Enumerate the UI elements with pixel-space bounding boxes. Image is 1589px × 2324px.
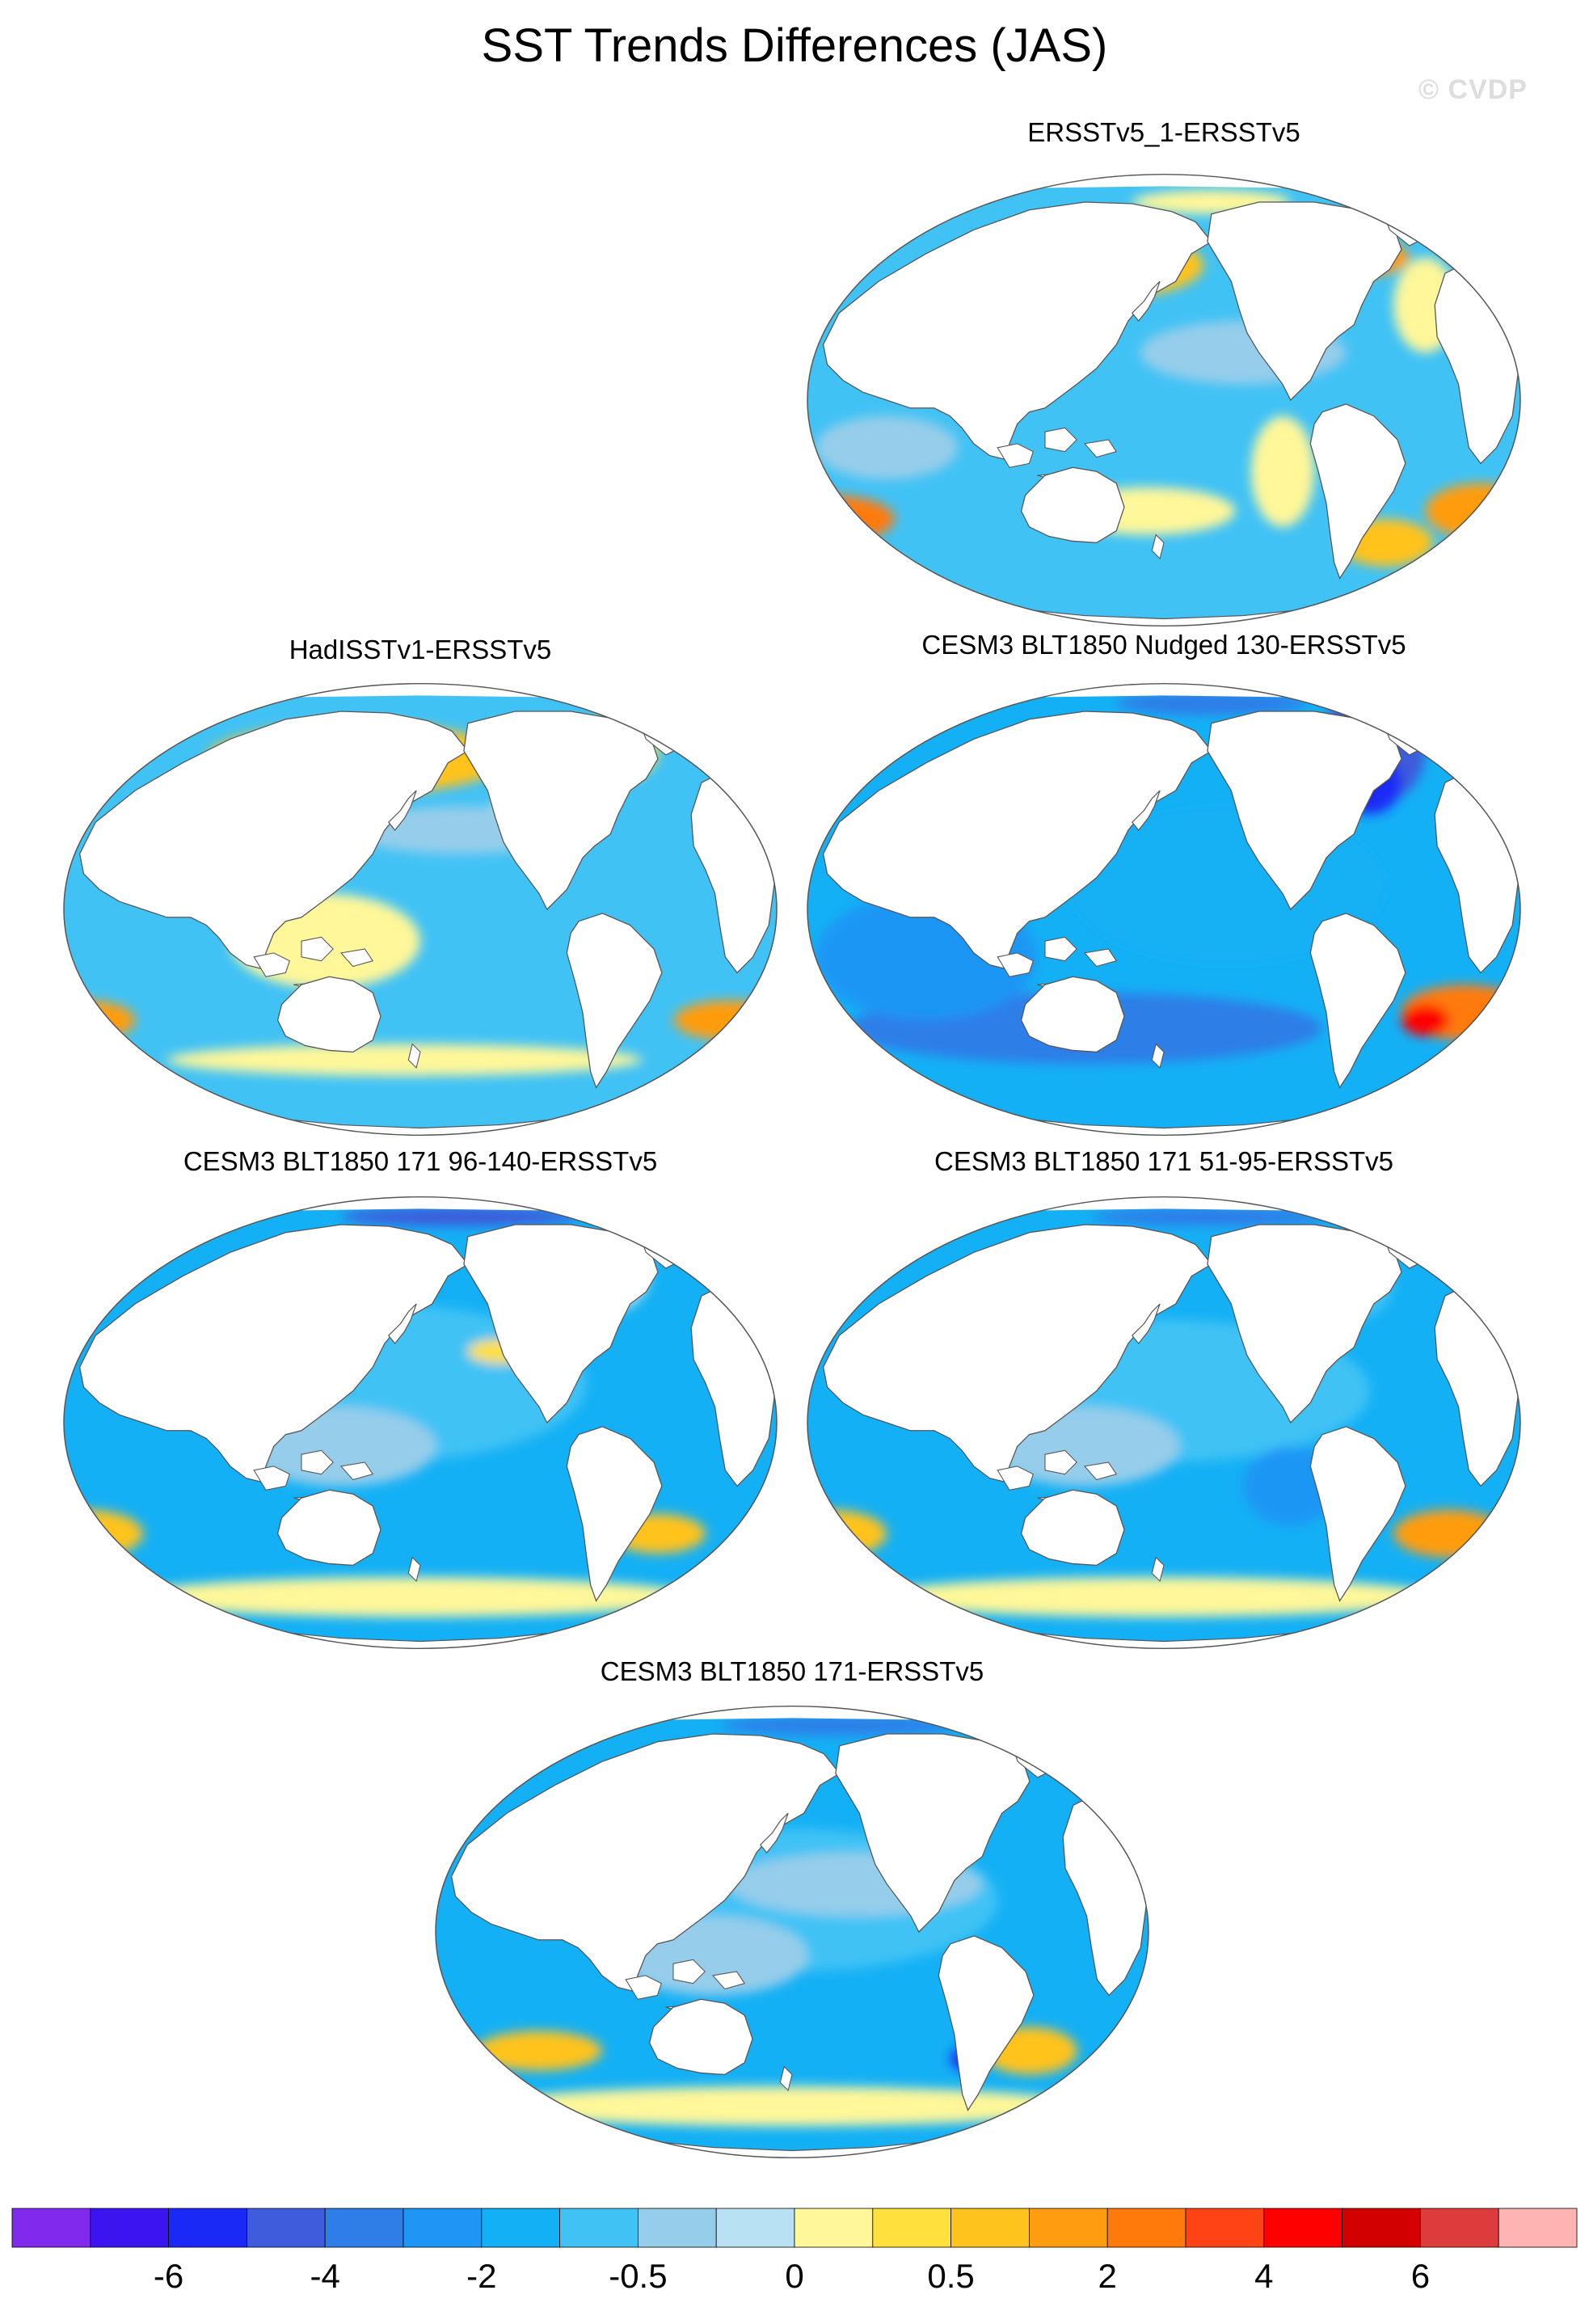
anomaly-region	[673, 1000, 778, 1040]
anomaly-region	[870, 1577, 1441, 1618]
panel-title-hadisst: HadISSTv1-ERSSTv5	[289, 635, 552, 664]
colorbar-tick-label: 2	[1098, 2257, 1117, 2295]
colorbar-swatch	[1263, 2208, 1343, 2248]
colorbar-tick-label: 0	[785, 2257, 803, 2295]
colorbar-tick-label: -6	[154, 2257, 183, 2295]
map-panel-ersstv5-1	[807, 173, 1521, 627]
colorbar-swatch	[11, 2208, 91, 2248]
colorbar-swatch	[168, 2208, 247, 2248]
map-panels	[63, 173, 1521, 2159]
map-panel-nudged	[807, 682, 1521, 1137]
colorbar-swatch	[1185, 2208, 1265, 2248]
colorbar-swatch	[403, 2208, 483, 2248]
colorbar-tick-label: -2	[466, 2257, 496, 2295]
colorbar-swatch	[1420, 2208, 1499, 2248]
anomaly-region	[475, 2031, 602, 2071]
panel-title-171: CESM3 BLT1850 171-ERSSTv5	[600, 1656, 984, 1686]
colorbar-tick-label: -0.5	[609, 2257, 667, 2295]
colorbar-swatch	[794, 2208, 874, 2248]
colorbar-swatch	[1106, 2208, 1186, 2248]
figure-title: SST Trends Differences (JAS)	[481, 19, 1108, 72]
colorbar-tick-label: -4	[310, 2257, 340, 2295]
colorbar-swatch	[872, 2208, 952, 2248]
colorbar-swatch	[324, 2208, 404, 2248]
map-panel-hadisst	[63, 682, 778, 1137]
colorbar-swatch	[638, 2208, 717, 2248]
colorbar-tick-label: 0.5	[927, 2257, 974, 2295]
panel-title-nudged: CESM3 BLT1850 Nudged 130-ERSSTv5	[921, 630, 1406, 660]
colorbar-tick-label: 6	[1411, 2257, 1430, 2295]
anomaly-region	[483, 2086, 1085, 2127]
anomaly-region	[815, 415, 959, 479]
anomaly-region	[127, 1577, 698, 1618]
anomaly-region	[63, 1000, 136, 1040]
anomaly-region	[1401, 1004, 1449, 1036]
anomaly-region	[839, 699, 934, 723]
map-panel-96-140	[63, 1196, 778, 1650]
colorbar-tick-label: 4	[1254, 2257, 1273, 2295]
colorbar-swatch	[1029, 2208, 1108, 2248]
colorbar-swatch	[1342, 2208, 1421, 2248]
anomaly-region	[720, 1716, 959, 1736]
anomaly-region	[1116, 691, 1307, 715]
colorbar-swatch	[715, 2208, 795, 2248]
anomaly-region	[1092, 1207, 1330, 1226]
colorbar-swatch	[246, 2208, 326, 2248]
anomaly-region	[1425, 483, 1521, 539]
colorbar-swatch	[90, 2208, 170, 2248]
panel-title-96-140: CESM3 BLT1850 171 96-140-ERSSTv5	[183, 1146, 658, 1176]
panel-title-51-95: CESM3 BLT1850 171 51-95-ERSSTv5	[934, 1146, 1393, 1176]
anomaly-region	[807, 495, 895, 543]
map-panel-171	[435, 1705, 1149, 2159]
anomaly-region	[166, 1044, 643, 1076]
anomaly-region	[1250, 415, 1315, 527]
colorbar-swatch	[559, 2208, 639, 2248]
map-panel-51-95	[807, 1196, 1521, 1650]
panel-title-ersstv5-1: ERSSTv5_1-ERSSTv5	[1027, 117, 1300, 147]
watermark-text: © CVDP	[1418, 74, 1528, 105]
anomaly-region	[341, 1207, 579, 1226]
colorbar-swatch	[950, 2208, 1030, 2248]
colorbar-swatch	[481, 2208, 560, 2248]
colorbar-swatch	[1498, 2208, 1578, 2248]
